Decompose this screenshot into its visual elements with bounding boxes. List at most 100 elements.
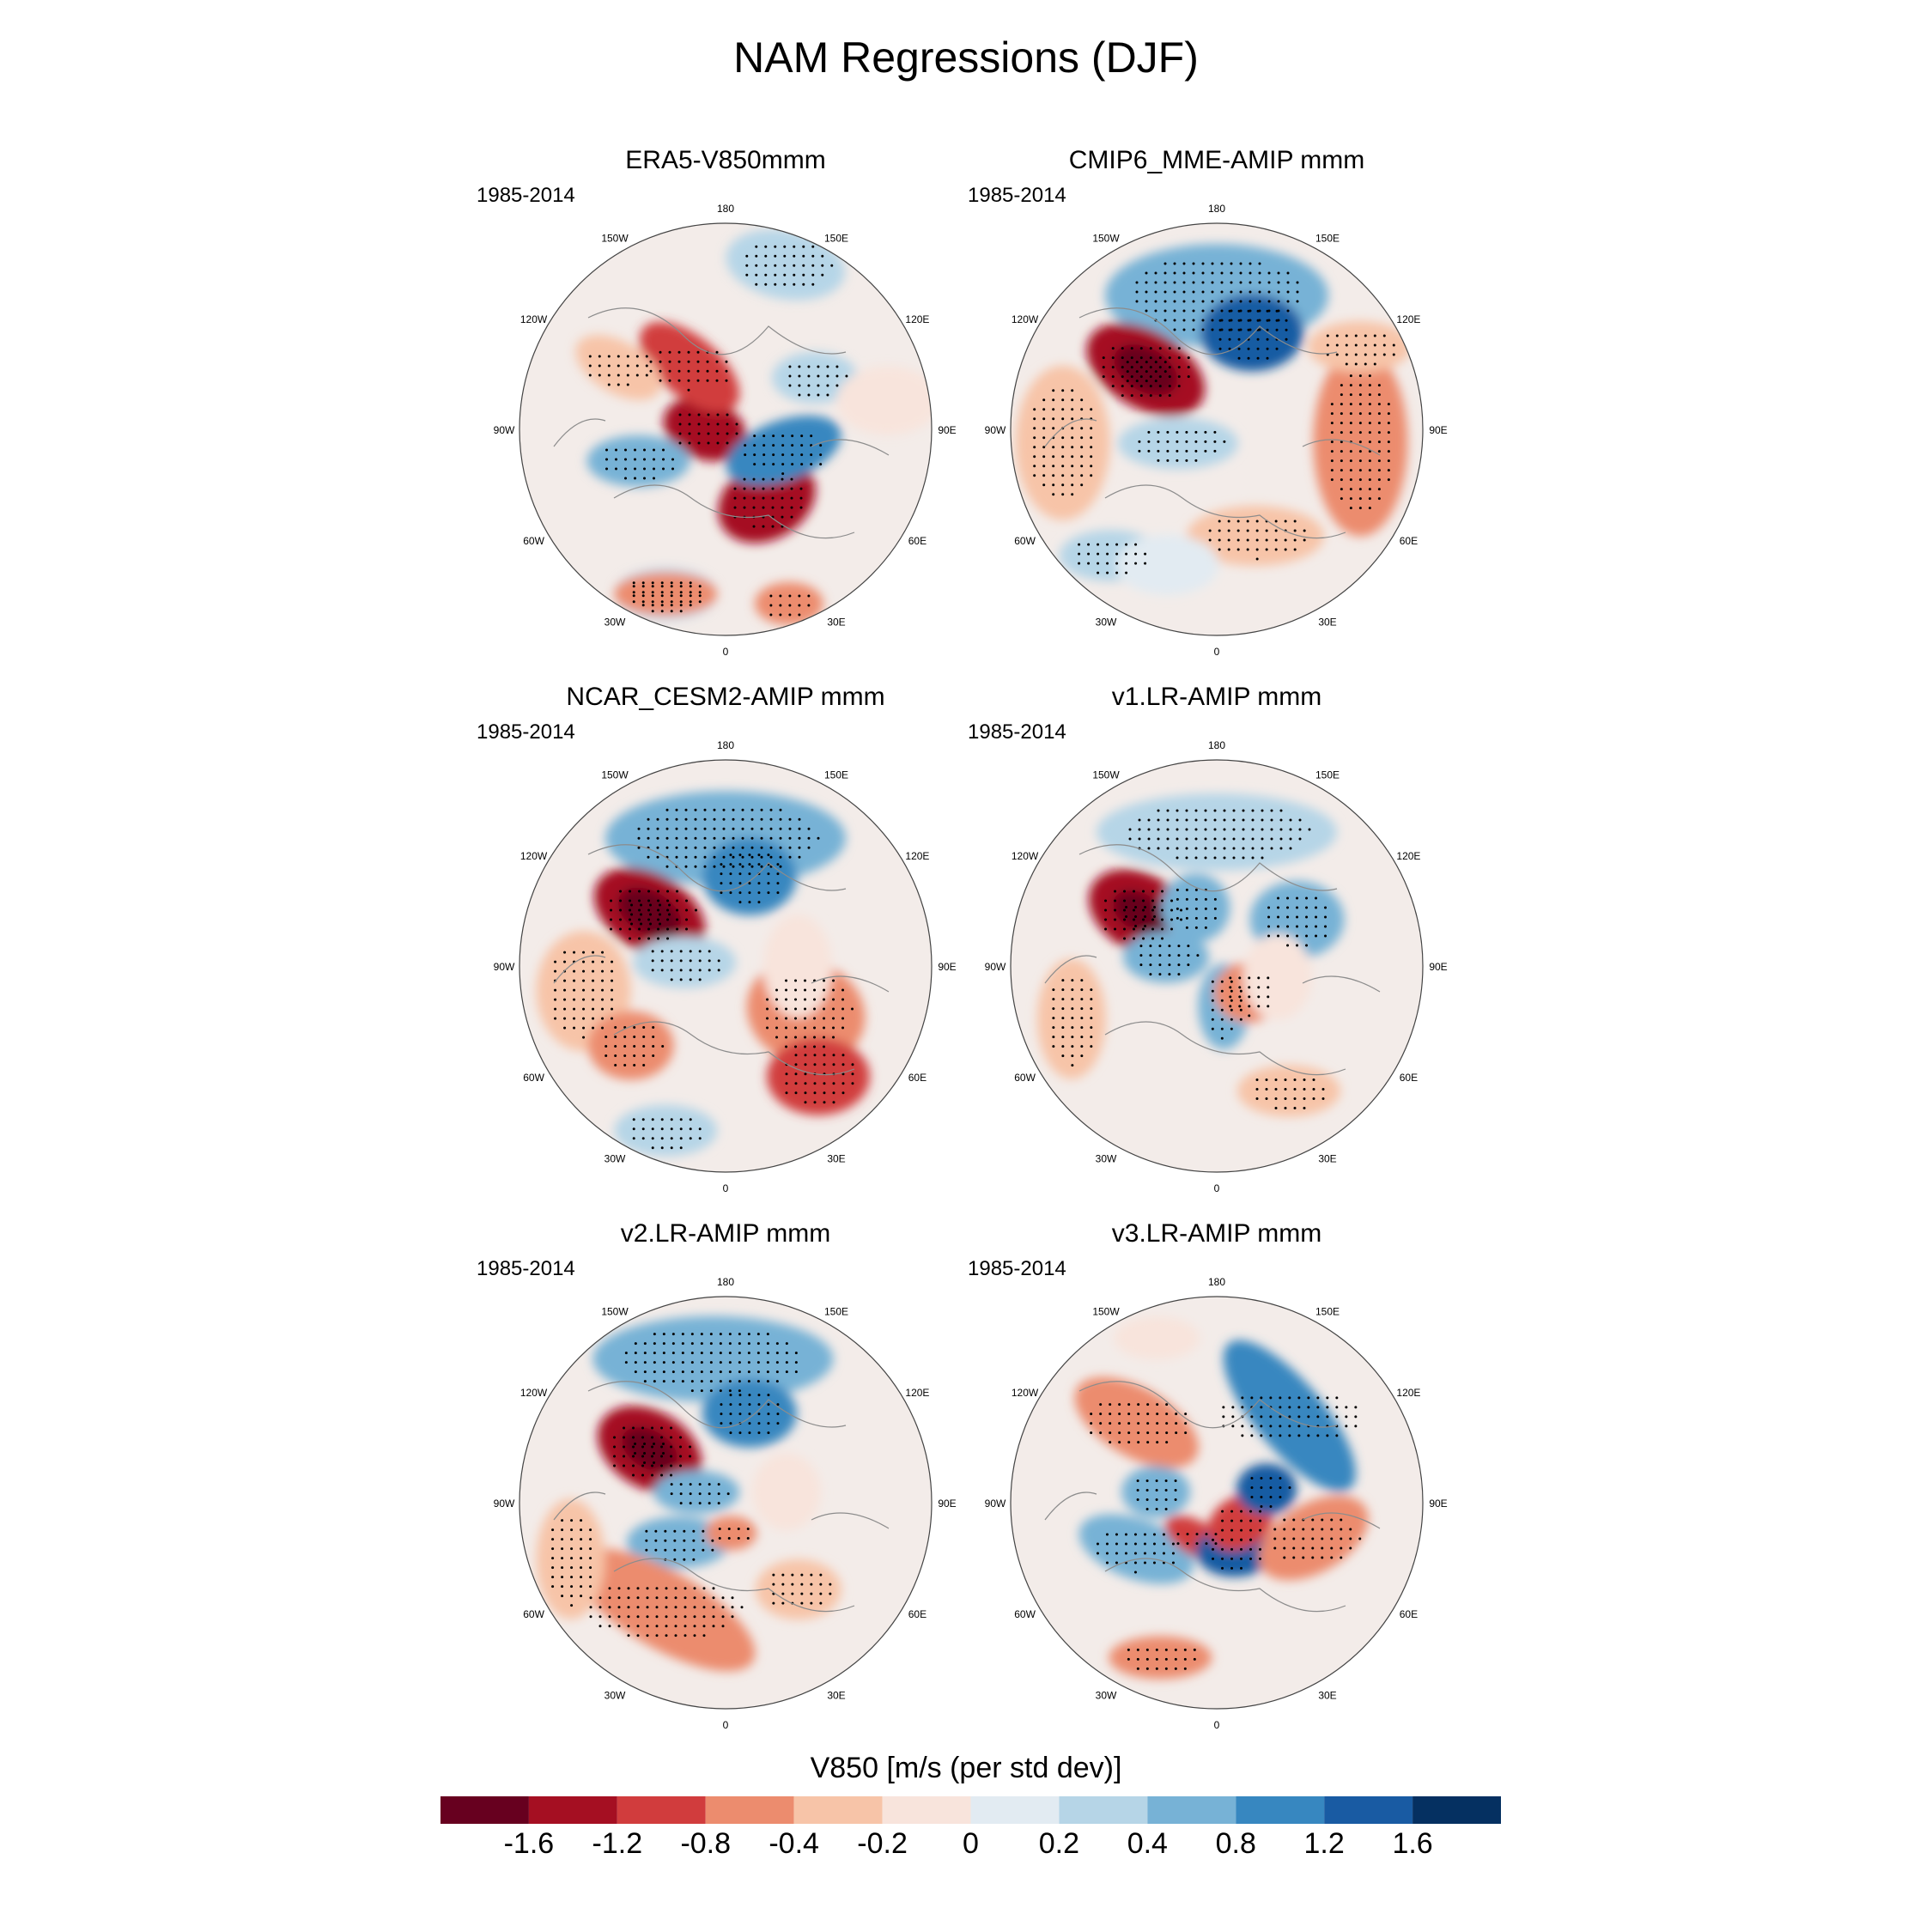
stipple-dot	[1221, 1529, 1224, 1532]
stipple-dot	[1340, 1547, 1342, 1550]
stipple-dot	[614, 1026, 617, 1029]
longitude-label: 90W	[494, 1498, 515, 1510]
stipple-dot	[1349, 1538, 1352, 1540]
stipple-dot	[775, 989, 778, 992]
stipple-dot	[554, 1018, 556, 1020]
stipple-dot	[1242, 857, 1245, 860]
stipple-dot	[1221, 301, 1224, 303]
stipple-dot	[788, 375, 791, 378]
stipple-dot	[652, 585, 654, 587]
stipple-dot	[671, 1483, 673, 1485]
longitude-label: 60W	[523, 1072, 544, 1084]
stipple-dot	[1176, 810, 1179, 812]
stipple-dot	[695, 909, 697, 912]
stipple-dot	[1224, 829, 1226, 831]
stipple-dot	[1175, 1479, 1177, 1482]
stipple-dot	[794, 980, 797, 982]
stipple-dot	[1228, 530, 1230, 532]
stipple-dot	[680, 1502, 683, 1504]
stipple-dot	[1175, 1498, 1177, 1501]
stipple-dot	[708, 1483, 711, 1485]
stipple-dot	[1133, 928, 1135, 931]
stipple-dot	[676, 837, 678, 840]
stipple-dot	[1212, 1558, 1214, 1560]
stipple-dot	[1134, 553, 1137, 556]
stipple-dot	[1296, 926, 1298, 928]
stipple-dot	[1214, 848, 1217, 850]
stipple-dot	[851, 1072, 854, 1075]
stipple-dot	[551, 1585, 554, 1588]
stipple-dot	[1247, 520, 1249, 523]
stipple-dot	[678, 361, 681, 363]
stipple-dot	[823, 1046, 825, 1048]
stipple-dot	[1237, 539, 1240, 542]
stipple-dot	[647, 856, 650, 859]
stipple-dot	[1165, 1658, 1168, 1661]
stipple-dot	[1313, 1088, 1315, 1091]
stipple-dot	[642, 581, 645, 584]
stipple-dot	[652, 1137, 654, 1139]
stipple-dot	[1151, 890, 1154, 893]
stipple-dot	[702, 1549, 704, 1552]
stipple-dot	[1280, 810, 1283, 812]
stipple-dot	[732, 866, 735, 868]
stipple-dot	[1340, 450, 1343, 453]
stipple-dot	[685, 919, 688, 921]
stipple-dot	[772, 488, 775, 490]
stipple-dot	[1145, 291, 1148, 294]
stipple-dot	[1175, 1668, 1177, 1670]
stipple-dot	[614, 1036, 617, 1038]
stipple-dot	[1315, 907, 1317, 909]
stipple-dot	[582, 1018, 585, 1020]
stipple-dot	[685, 900, 688, 902]
stipple-dot	[718, 959, 720, 962]
stipple-dot	[708, 959, 711, 962]
stipple-dot	[1292, 1557, 1295, 1559]
stipple-dot	[1359, 384, 1362, 386]
stipple-dot	[738, 1403, 741, 1406]
stipple-dot	[1142, 900, 1145, 902]
stipple-dot	[690, 1483, 692, 1485]
stipple-dot	[1276, 348, 1279, 350]
stipple-dot	[1071, 998, 1073, 1000]
stipple-dot	[1061, 1017, 1064, 1019]
stipple-dot	[695, 809, 697, 811]
stipple-dot	[726, 380, 728, 382]
map-panel-v3-lr: 180 150E 120E 90E 60E 30E 0 30W 60W 90W 120W 150W v…	[976, 1262, 1457, 1743]
stipple-dot	[1241, 1396, 1243, 1399]
stipple-dot	[717, 423, 720, 426]
stipple-dot	[683, 1549, 685, 1552]
stipple-dot	[794, 1091, 797, 1094]
stipple-dot	[1158, 945, 1161, 947]
stipple-dot	[726, 414, 729, 416]
stipple-dot	[661, 604, 664, 606]
stipple-dot	[1350, 403, 1352, 405]
stipple-dot	[780, 866, 782, 868]
stipple-dot	[657, 837, 659, 840]
stipple-dot	[1161, 919, 1163, 921]
stipple-dot	[1187, 1533, 1189, 1535]
stipple-dot	[1165, 1403, 1168, 1406]
stipple-dot	[582, 961, 585, 963]
longitude-label: 150W	[601, 233, 629, 245]
stipple-dot	[1193, 263, 1195, 265]
stipple-dot	[832, 1036, 835, 1039]
stipple-dot	[826, 394, 829, 397]
stipple-dot	[1090, 1036, 1092, 1038]
stipple-dot	[638, 900, 641, 902]
longitude-label: 0	[723, 1182, 729, 1194]
stipple-dot	[660, 1427, 663, 1430]
stipple-dot	[1129, 838, 1132, 841]
stipple-dot	[632, 1474, 635, 1477]
stipple-dot	[642, 1026, 645, 1029]
stipple-dot	[757, 1352, 760, 1354]
stipple-dot	[1186, 857, 1188, 860]
panel-period: 1985-2014	[968, 184, 1066, 208]
stipple-dot	[745, 274, 748, 276]
stipple-dot	[761, 847, 763, 849]
stipple-dot	[1138, 450, 1140, 453]
stipple-dot	[718, 1492, 720, 1495]
stipple-dot	[772, 444, 775, 447]
stipple-dot	[694, 1625, 696, 1627]
polar-map: 180150E120E90E60E30E030W60W90W120W150W	[976, 189, 1457, 670]
